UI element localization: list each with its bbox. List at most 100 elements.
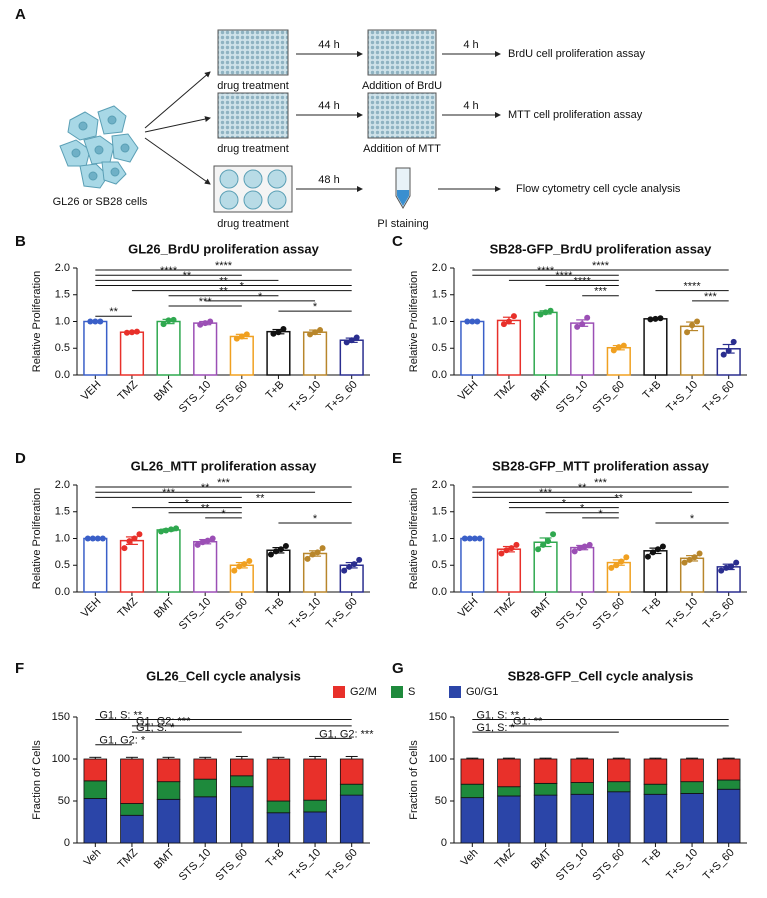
data-point — [343, 339, 350, 346]
x-tick-label: STS_60 — [213, 379, 250, 416]
significance-label: G1, S: * — [476, 722, 515, 734]
panel-label: F — [15, 660, 24, 677]
x-tick-label: T+S_10 — [664, 379, 700, 415]
panel-label: C — [392, 233, 403, 250]
bar — [156, 529, 181, 593]
x-tick-label: STS_10 — [177, 379, 214, 416]
data-point — [476, 535, 483, 542]
bar-segment — [303, 799, 327, 813]
bar-segment — [607, 781, 631, 793]
data-point — [304, 555, 311, 562]
chart-title: GL26_Cell cycle analysis — [146, 668, 301, 683]
significance-label: ** — [578, 482, 587, 494]
significance-label: **** — [537, 265, 555, 277]
time-label: 48 h — [318, 174, 339, 186]
data-point — [97, 318, 104, 325]
y-tick-label: 1.0 — [432, 532, 447, 544]
y-axis-label: Relative Proliferation — [31, 271, 43, 373]
y-tick-label: 0 — [441, 837, 447, 849]
significance-label: *** — [594, 477, 608, 489]
significance-label: **** — [555, 270, 573, 282]
legend-swatch — [449, 686, 461, 698]
data-point — [652, 315, 659, 322]
y-tick-label: 1.5 — [432, 289, 447, 301]
data-point — [545, 538, 552, 545]
data-point — [356, 556, 363, 563]
y-axis-label: Fraction of Cells — [31, 740, 43, 820]
data-point — [231, 567, 238, 574]
panel-label: B — [15, 233, 26, 250]
bar-segment — [230, 758, 254, 777]
time-label: 44 h — [318, 100, 339, 112]
data-point — [243, 331, 250, 338]
data-point — [471, 535, 478, 542]
data-point — [312, 329, 319, 336]
data-point — [309, 551, 316, 558]
bar — [460, 320, 485, 376]
data-point — [236, 563, 243, 570]
step-label: Addition of MTT — [363, 143, 441, 155]
data-point — [241, 561, 248, 568]
significance-label: * — [240, 281, 245, 293]
y-tick-label: 150 — [52, 711, 70, 723]
x-tick-label: BMT — [529, 379, 554, 404]
bar-segment — [120, 814, 144, 844]
x-tick-label: STS_10 — [554, 847, 591, 884]
chart-title: SB28-GFP_BrdU proliferation assay — [490, 241, 713, 256]
x-tick-label: TMZ — [116, 595, 141, 620]
x-tick-label: STS_60 — [590, 379, 627, 416]
x-tick-label: STS_10 — [177, 596, 214, 633]
data-point — [307, 331, 314, 338]
data-point — [608, 564, 615, 571]
y-tick-label: 0.0 — [432, 369, 447, 381]
x-tick-label: T+B — [264, 379, 287, 402]
data-point — [136, 531, 143, 538]
significance-label: * — [562, 498, 567, 510]
data-point — [498, 550, 505, 557]
schematic: A GL26 or SB28 cells drug treatment drug… — [15, 6, 681, 230]
data-point — [194, 541, 201, 548]
panel-label: G — [392, 660, 404, 677]
bar-segment — [83, 758, 108, 782]
bar — [679, 325, 705, 376]
legend-swatch — [333, 686, 345, 698]
significance-label: **** — [215, 260, 233, 272]
bar-segment — [497, 758, 521, 788]
data-point — [341, 567, 348, 574]
significance-label: *** — [704, 291, 718, 303]
time-label: 4 h — [463, 100, 478, 112]
significance-label: G1, G2: *** — [319, 728, 374, 740]
data-point — [584, 314, 591, 321]
data-point — [684, 329, 691, 336]
y-tick-label: 1.0 — [432, 315, 447, 327]
significance-label: *** — [594, 286, 608, 298]
significance-label: G1: ** — [513, 716, 543, 728]
y-tick-label: 0.0 — [55, 369, 70, 381]
data-point — [170, 316, 177, 323]
x-tick-label: T+B — [641, 847, 664, 870]
data-point — [505, 318, 512, 325]
significance-label: * — [690, 513, 695, 525]
data-point — [550, 531, 557, 538]
bar — [83, 320, 108, 376]
data-point — [720, 351, 727, 358]
data-point — [275, 329, 282, 336]
bar — [193, 540, 218, 593]
bar-segment — [680, 793, 704, 844]
data-point — [694, 318, 701, 325]
data-point — [466, 535, 473, 542]
plate — [367, 29, 437, 76]
bar-segment — [460, 797, 485, 844]
plate — [217, 92, 289, 139]
significance-label: G1, S: ** — [476, 709, 520, 721]
bar — [83, 537, 108, 593]
data-point — [510, 313, 517, 320]
panel-label: E — [392, 450, 402, 467]
data-point — [696, 550, 703, 557]
bar-segment — [266, 812, 291, 844]
data-point — [581, 543, 588, 550]
bar-segment — [643, 758, 668, 785]
x-tick-label: T+B — [641, 596, 664, 619]
chart-title: SB28-GFP_MTT proliferation assay — [492, 458, 709, 473]
bar-segment — [570, 793, 594, 844]
